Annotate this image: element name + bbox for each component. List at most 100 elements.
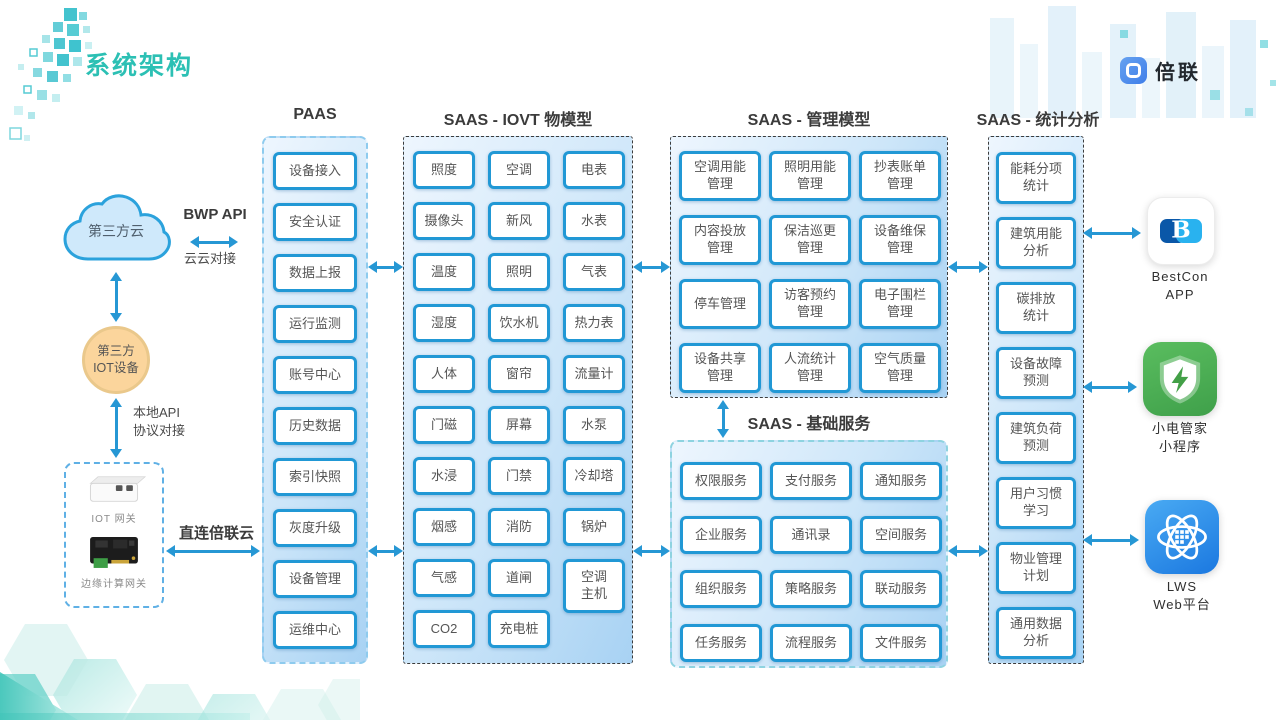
base-box: 文件服务 [860,624,942,662]
arrow-paas-iovt-top [368,261,403,273]
third-party-iot-device: 第三方 IOT设备 [82,326,150,394]
lws-platform-label: LWS Web平台 [1153,579,1211,612]
iovt-box: 屏幕 [488,406,550,444]
iovt-box: 道闸 [488,559,550,597]
paas-box: 运维中心 [273,611,357,649]
paas-box: 设备管理 [273,560,357,598]
iovt-box: 新风 [488,202,550,240]
iovt-header: SAAS - IOVT 物模型 [443,112,593,129]
brand-name: 倍联 [1155,62,1201,84]
iovt-box: 湿度 [413,304,475,342]
arrow-stats-bestcon [1083,227,1141,239]
direct-link-arrow [166,545,260,557]
iovt-box: 照度 [413,151,475,189]
iovt-box: 窗帘 [488,355,550,393]
arrow-iovt-base [633,545,670,557]
iot-gateway-label: IOT 网关 [91,514,137,525]
bestcon-b-letter: B [1171,216,1191,244]
iovt-box: 温度 [413,253,475,291]
paas-box: 数据上报 [273,254,357,292]
iovt-box: 冷却塔 [563,457,625,495]
paas-box: 安全认证 [273,203,357,241]
iovt-box: 充电桩 [488,610,550,648]
base-box: 通讯录 [770,516,852,554]
base-box: 企业服务 [680,516,762,554]
bwp-api-label: BWP API [183,206,247,223]
third-party-cloud-label: 第三方云 [88,223,144,239]
paas-container: 设备接入 安全认证 数据上报 运行监测 账号中心 历史数据 索引快照 灰度升级 设备管理 运维中心 [262,136,368,664]
iovt-box: 人体 [413,355,475,393]
base-box: 权限服务 [680,462,762,500]
mgmt-box: 照明用能管理 [769,151,851,201]
iovt-box: 门禁 [488,457,550,495]
iovt-box: 门磁 [413,406,475,444]
paas-box: 账号中心 [273,356,357,394]
stats-box: 设备故障 预测 [996,347,1076,399]
mgmt-box: 内容投放管理 [679,215,761,265]
arrow-mgmt-base [717,400,729,438]
cloud-to-device-arrow [110,272,122,322]
iovt-box: 空调 [488,151,550,189]
iovt-container: 照度 空调 电表 摄像头 新风 水表 温度 照明 气表 湿度 饮水机 热力表 人体 窗帘 流量计 门磁 屏幕 水泵… [403,136,633,664]
base-box: 任务服务 [680,624,762,662]
arrow-mgmt-stats [948,261,988,273]
brand-logo-icon [1120,57,1147,84]
base-box: 组织服务 [680,570,762,608]
mgmt-box: 电子围栏管理 [859,279,941,329]
stats-box: 通用数据 分析 [996,607,1076,659]
mgmt-header: SAAS - 管理模型 [747,112,871,129]
base-box: 支付服务 [770,462,852,500]
stats-box: 建筑负荷 预测 [996,412,1076,464]
cloud-link-label: 云云对接 [184,251,237,266]
iovt-box: 饮水机 [488,304,550,342]
paas-box: 设备接入 [273,152,357,190]
base-container: 权限服务 支付服务 通知服务 企业服务 通讯录 空间服务 组织服务 策略服务 联动服务 任务服务流… [670,440,948,668]
mgmt-box: 停车管理 [679,279,761,329]
iovt-box: 锅炉 [563,508,625,546]
iovt-box: CO2 [413,610,475,648]
base-box: 空间服务 [860,516,942,554]
cloud-icon [63,194,171,261]
base-box: 策略服务 [770,570,852,608]
iovt-box: 摄像头 [413,202,475,240]
iovt-box: 热力表 [563,304,625,342]
mgmt-box: 设备维保管理 [859,215,941,265]
iovt-box: 照明 [488,253,550,291]
arrow-stats-miniapp [1083,381,1137,393]
iovt-box: 空调 主机 [563,559,625,613]
stats-header: SAAS - 统计分析 [976,112,1100,129]
brand-logo: 倍联 [1120,56,1201,85]
third-party-cloud: 第三方云 [56,193,176,273]
local-api-label: 本地API 协议对接 [133,405,186,439]
gateway-group: IOT 网关 边缘计算网关 [64,462,164,608]
bestcon-app-label: BestCon APP [1151,269,1209,302]
arrow-iovt-mgmt [633,261,670,273]
iovt-box: 烟感 [413,508,475,546]
mgmt-box: 保洁巡更管理 [769,215,851,265]
iot-gateway-image [89,476,147,502]
mgmt-box: 人流统计 管理 [769,343,851,393]
stats-box: 碳排放 统计 [996,282,1076,334]
stats-box: 建筑用能 分析 [996,217,1076,269]
iovt-box: 气感 [413,559,475,597]
mgmt-box: 设备共享 管理 [679,343,761,393]
arrow-stats-lws [1083,534,1139,546]
lws-platform-icon [1145,500,1219,574]
edge-gateway-image [90,536,138,568]
iovt-box: 消防 [488,508,550,546]
iovt-box: 水泵 [563,406,625,444]
paas-box: 索引快照 [273,458,357,496]
mgmt-box: 访客预约管理 [769,279,851,329]
iovt-box: 水浸 [413,457,475,495]
stats-box: 用户习惯 学习 [996,477,1076,529]
paas-header: PAAS [293,106,337,123]
paas-box: 运行监测 [273,305,357,343]
bestcon-b-right-shape [1176,219,1202,243]
mgmt-container: 空调用能管理 照明用能管理 抄表账单管理 内容投放管理 保洁巡更管理 设备维保管理 停车管理… [670,136,948,398]
stats-box: 能耗分项 统计 [996,152,1076,204]
base-box: 通知服务 [860,462,942,500]
stats-container: 能耗分项 统计 建筑用能 分析 碳排放 统计 设备故障 预测 建筑负荷 预测 用户习惯 学… [988,136,1084,664]
iovt-box: 水表 [563,202,625,240]
iovt-box: 气表 [563,253,625,291]
